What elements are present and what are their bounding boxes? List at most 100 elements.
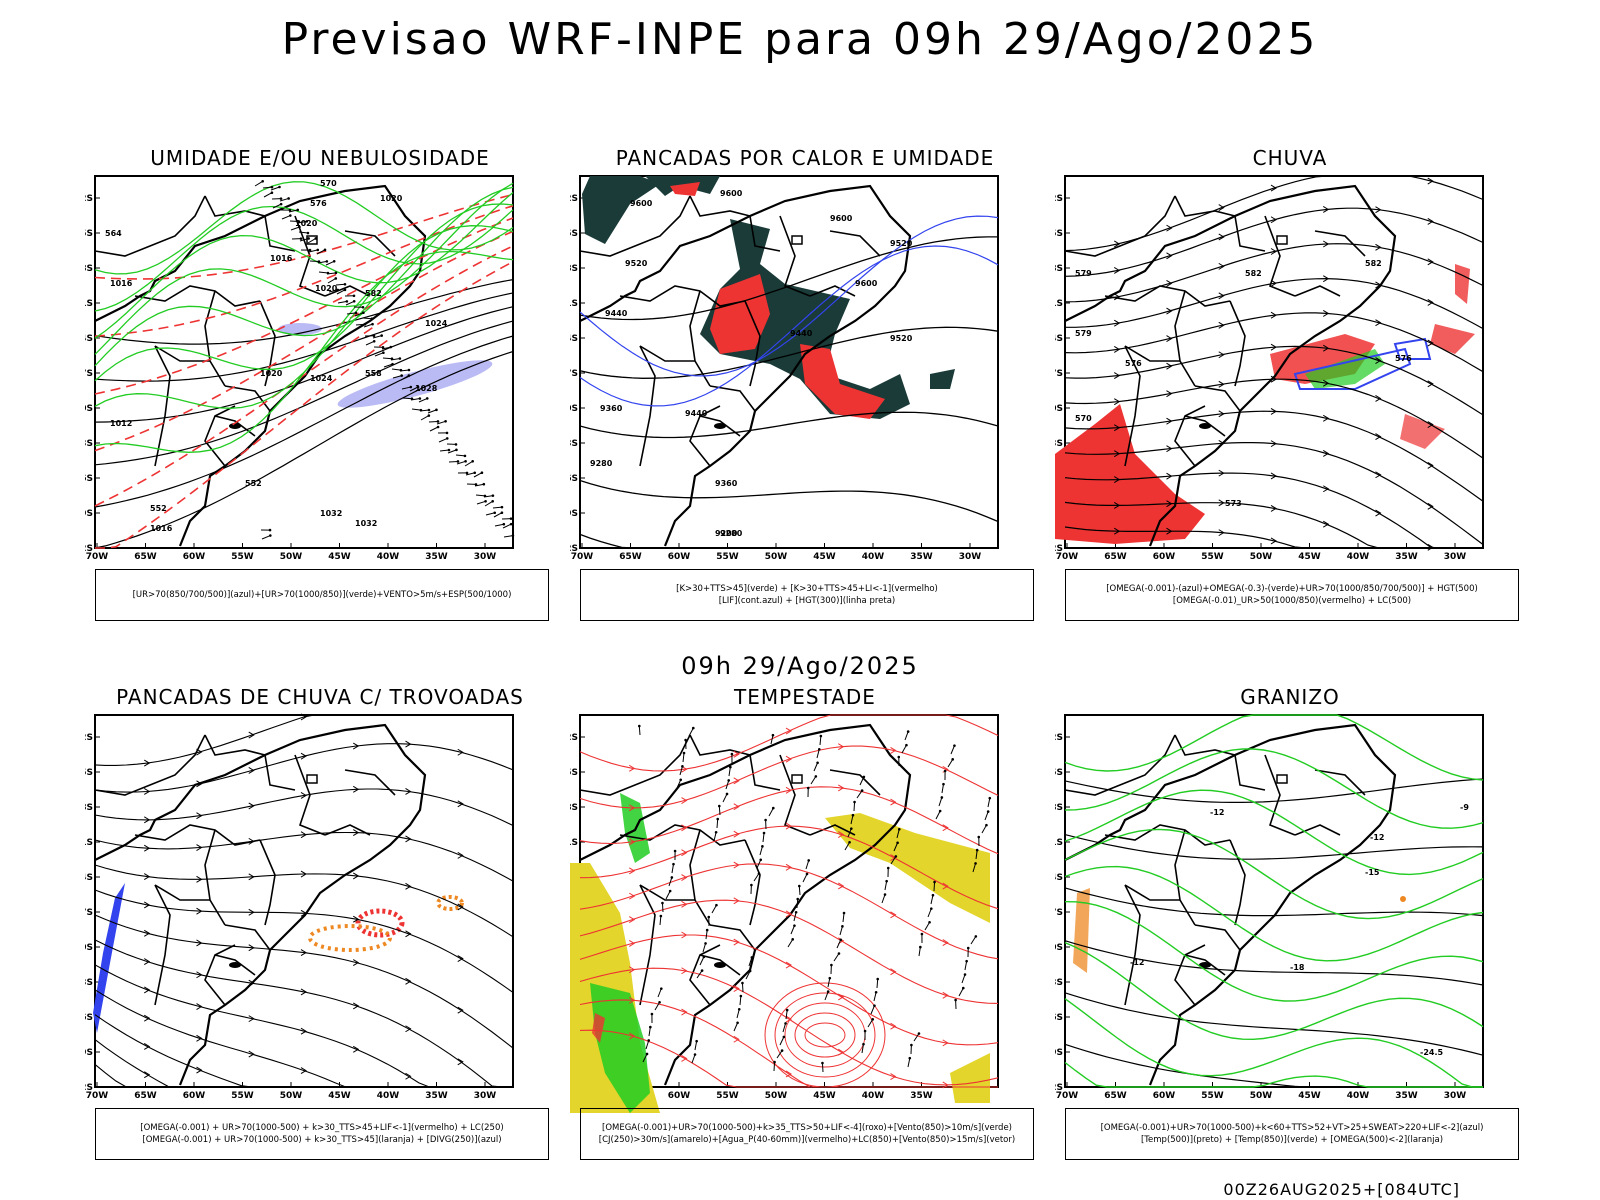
wind-vector bbox=[805, 860, 810, 870]
wind-vector-head bbox=[288, 208, 292, 212]
water-area-red bbox=[592, 1013, 605, 1043]
streamline-arrow bbox=[1113, 240, 1121, 248]
contour-label: 9200 bbox=[715, 529, 738, 538]
lat-tick-label: 27S bbox=[1055, 908, 1063, 918]
state-border bbox=[154, 884, 171, 1006]
wind-vector-head bbox=[336, 288, 340, 292]
streamline-arrow bbox=[628, 867, 636, 875]
legend-line: [OMEGA(-0.01)_UR>50(1000/850)(vermelho) … bbox=[1172, 596, 1412, 606]
contour-label: 1016 bbox=[110, 279, 133, 288]
streamline-arrow bbox=[733, 830, 740, 838]
wind-vector-head bbox=[897, 827, 901, 831]
panel-title: UMIDADE E/OU NEBULOSIDADE bbox=[150, 146, 490, 170]
wind-vector bbox=[970, 936, 977, 945]
lat-tick-label: 15S bbox=[85, 768, 93, 778]
state-border bbox=[1174, 944, 1206, 1006]
streamline-arrow bbox=[681, 900, 688, 908]
rain-area-blue bbox=[1393, 337, 1432, 360]
state-border bbox=[344, 769, 396, 796]
streamline-arrow bbox=[352, 829, 360, 837]
wind-vector-head bbox=[715, 903, 718, 907]
wind-vector bbox=[844, 841, 851, 851]
wind-vector bbox=[779, 1036, 785, 1046]
state-border bbox=[94, 195, 206, 257]
lc250-streamline bbox=[94, 939, 513, 1088]
streamline-arrow bbox=[300, 870, 307, 878]
streamline-arrow bbox=[1218, 529, 1225, 537]
wind-vector bbox=[935, 810, 941, 820]
lon-tick-label: 30W bbox=[959, 552, 982, 562]
wind-vector-head bbox=[741, 981, 744, 985]
coastline bbox=[579, 184, 912, 547]
streamline-arrow bbox=[1113, 501, 1121, 509]
contour-label: 570 bbox=[320, 179, 337, 188]
wind-vector bbox=[782, 1023, 787, 1033]
wind-vector-head bbox=[681, 765, 684, 768]
temp850-contour bbox=[1064, 865, 1484, 962]
streamline-arrow bbox=[1166, 362, 1173, 370]
wind-vector-head bbox=[839, 938, 843, 942]
state-border bbox=[779, 754, 811, 836]
wind-vector bbox=[317, 260, 327, 264]
wind-vector bbox=[776, 1050, 783, 1059]
wind-vector-head bbox=[759, 858, 763, 862]
contour-label: 1020 bbox=[380, 194, 403, 203]
streamline-arrow bbox=[405, 930, 412, 938]
streamline-arrow bbox=[248, 837, 255, 845]
lat-tick-label: 30S bbox=[570, 404, 578, 414]
wind-vector-head bbox=[661, 901, 664, 905]
lon-tick-label: 70W bbox=[86, 1091, 109, 1101]
wind-vector bbox=[372, 335, 382, 339]
wind-vector-head bbox=[436, 425, 440, 429]
streamline-arrow bbox=[1218, 351, 1225, 359]
contour-label: 9280 bbox=[590, 459, 613, 468]
convective-area-red bbox=[670, 182, 700, 196]
wind-vector-head bbox=[491, 500, 494, 503]
lon-tick-label: 45W bbox=[813, 1091, 836, 1101]
temp850-contour bbox=[1064, 941, 1484, 1041]
streamline-arrow bbox=[143, 901, 151, 909]
streamline-arrow bbox=[942, 882, 949, 890]
wind-vector bbox=[456, 460, 466, 465]
wind-vector bbox=[418, 397, 428, 403]
legend-line: [K>30+TTS>45](verde) + [K>30+TTS>45+LI<-… bbox=[676, 584, 938, 594]
wind-vector-head bbox=[863, 1029, 867, 1033]
wind-vector-head bbox=[511, 534, 515, 537]
wind-vector-head bbox=[920, 932, 924, 936]
wind-vector-head bbox=[389, 345, 393, 349]
lat-tick-label: 12S bbox=[570, 194, 578, 204]
wind-vector-head bbox=[480, 471, 484, 475]
state-border bbox=[264, 215, 296, 252]
wind-vector-head bbox=[954, 998, 957, 1002]
wind-vector bbox=[918, 947, 921, 957]
streamline-arrow bbox=[1218, 380, 1225, 388]
streamline-arrow bbox=[785, 1015, 792, 1023]
streamline-arrow bbox=[1113, 527, 1121, 535]
wind-vector-head bbox=[704, 942, 707, 945]
contour-label: -12 bbox=[1130, 958, 1144, 967]
wind-vector bbox=[503, 535, 513, 538]
reservoir-mark bbox=[1276, 235, 1288, 245]
wind-vector-head bbox=[821, 1061, 824, 1065]
lon-tick-label: 60W bbox=[668, 1091, 691, 1101]
state-border bbox=[809, 285, 856, 297]
wind-vector-head bbox=[940, 796, 944, 799]
lon-tick-label: 55W bbox=[716, 552, 739, 562]
wind-vector bbox=[961, 974, 966, 984]
streamline-arrow bbox=[628, 916, 636, 924]
lon-tick-label: 55W bbox=[1201, 552, 1224, 562]
lon-tick-label: 40W bbox=[1347, 1091, 1370, 1101]
streamline-arrow bbox=[352, 959, 360, 966]
contour-label: 1028 bbox=[415, 384, 438, 393]
wind-vector bbox=[839, 926, 843, 936]
state-border bbox=[94, 734, 206, 796]
lc850-vortex bbox=[764, 982, 886, 1088]
convective-area-teal bbox=[582, 176, 660, 244]
streamline-arrow bbox=[785, 863, 792, 871]
wind-vector bbox=[913, 1033, 920, 1042]
streamline-arrow bbox=[1322, 275, 1330, 283]
wind-vector-head bbox=[670, 876, 674, 879]
legend-line: [OMEGA(-0.001)+UR>70(1000-500)+k<60+TTS>… bbox=[1100, 1123, 1484, 1133]
streamline-arrow bbox=[300, 831, 307, 839]
wind-vector-head bbox=[435, 408, 438, 412]
